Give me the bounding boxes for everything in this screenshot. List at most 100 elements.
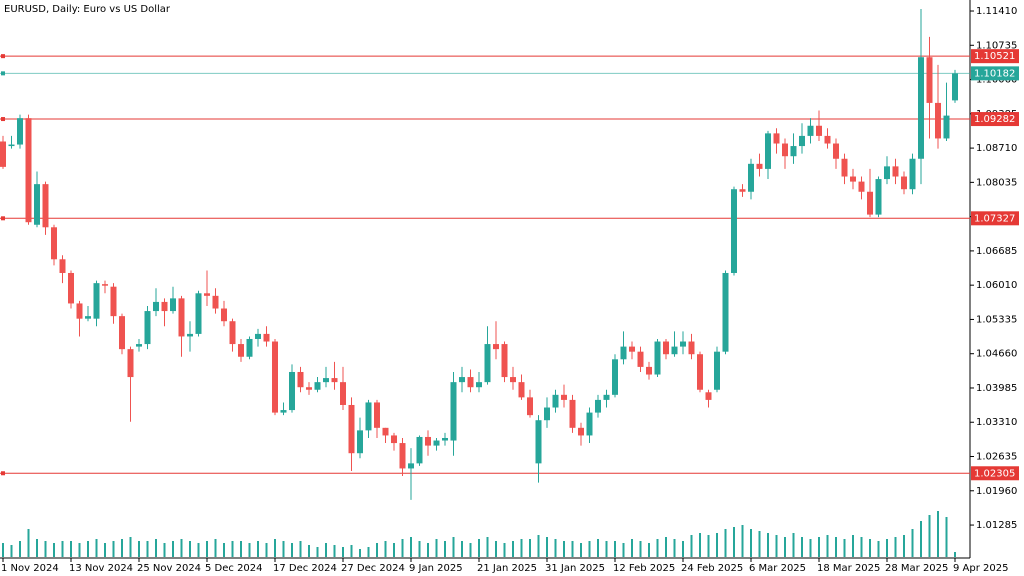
volume-bar [359, 549, 361, 557]
x-tick-label: 27 Dec 2024 [341, 563, 405, 574]
x-tick-label: 12 Feb 2025 [613, 563, 675, 574]
candle-body [212, 295, 219, 309]
y-tick-label: 1.01960 [976, 486, 1017, 497]
candle-body [816, 125, 822, 136]
candle-body [0, 141, 6, 167]
volume-bar [784, 537, 786, 557]
volume-bar [937, 511, 939, 557]
candle-body [467, 377, 474, 388]
x-tick-label: 28 Mar 2025 [885, 563, 948, 574]
volume-bar [563, 541, 565, 557]
x-tick-label: 17 Dec 2024 [273, 563, 337, 574]
candle-body [25, 118, 32, 223]
y-tick-label: 1.02635 [976, 452, 1017, 463]
candle-body [416, 436, 423, 464]
volume-bar [869, 539, 871, 557]
candle-body [306, 387, 312, 390]
candle-body [17, 118, 23, 145]
volume-bar [495, 541, 497, 557]
level-label-box [971, 211, 1019, 226]
volume-bar [741, 525, 744, 557]
volume-bar [282, 541, 285, 557]
volume-bar [299, 541, 302, 557]
x-tick-label: 31 Jan 2025 [545, 563, 605, 574]
candle-body [850, 176, 856, 182]
volume-bar [257, 541, 259, 557]
volume-bar [78, 543, 81, 557]
volume-bar [614, 541, 616, 557]
candle-body [8, 144, 15, 147]
candle-body [671, 346, 678, 355]
volume-bar [291, 543, 293, 557]
candle-body [391, 435, 397, 444]
candle-body [382, 427, 389, 436]
candle-body [654, 341, 661, 375]
y-tick-label: 1.08035 [976, 177, 1017, 188]
candle-body [858, 181, 865, 192]
candle-body [178, 298, 185, 337]
x-tick-label: 21 Jan 2025 [477, 563, 537, 574]
x-tick-label: 18 Mar 2025 [817, 563, 880, 574]
candle-body [399, 443, 406, 469]
volume-bar [350, 545, 353, 557]
y-tick-label: 1.01285 [976, 520, 1017, 531]
candle-body [340, 382, 346, 405]
candle-body [578, 427, 584, 436]
candle-body [161, 301, 168, 312]
volume-bar [197, 543, 200, 557]
volume-bar [316, 547, 319, 557]
volume-bar [376, 543, 378, 557]
volume-bar [520, 539, 523, 557]
candle-body [110, 286, 117, 317]
volume-bar [758, 531, 761, 557]
level-label-box [971, 466, 1019, 481]
candle-body [527, 397, 533, 416]
y-tick-label: 1.03985 [976, 383, 1017, 394]
candle-body [935, 102, 941, 139]
candle-body [510, 377, 516, 383]
volume-bar [452, 537, 455, 557]
candle-body [535, 420, 542, 464]
candle-body [833, 143, 839, 159]
candle-body [569, 399, 576, 428]
volume-bar [461, 541, 463, 557]
volume-bar [843, 539, 846, 557]
volume-bar [554, 539, 557, 557]
volume-bar [44, 541, 47, 557]
volume-bar [767, 533, 769, 557]
candle-body [518, 382, 525, 398]
volume-bar [427, 543, 429, 557]
volume-bar [818, 537, 820, 557]
volume-bar [223, 543, 225, 557]
candle-body [646, 366, 652, 375]
candle-body [425, 436, 431, 446]
volume-bar [87, 541, 89, 557]
volume-bar [571, 541, 574, 557]
candle-body [280, 410, 287, 413]
candle-body [204, 293, 210, 296]
y-tick-label: 1.11410 [976, 6, 1017, 17]
volume-bar [70, 541, 72, 557]
candle-body [688, 341, 695, 355]
level-anchor [1, 54, 5, 59]
y-tick-label: 1.06685 [976, 246, 1017, 257]
candle-body [323, 378, 329, 383]
x-tick-label: 6 Mar 2025 [749, 563, 806, 574]
candle-body [561, 394, 567, 400]
y-tick-label: 1.10735 [976, 40, 1017, 51]
level-label: 1.10182 [974, 68, 1015, 79]
volume-bar [146, 541, 149, 557]
volume-bar [138, 541, 140, 557]
candle-body [221, 308, 227, 322]
candle-body [314, 382, 321, 390]
volume-bar [886, 539, 888, 557]
candle-body [892, 166, 899, 177]
volume-bar [503, 543, 506, 557]
candle-body [59, 259, 66, 273]
candle-body [918, 57, 924, 159]
candle-body [459, 377, 465, 383]
candle-body [875, 179, 882, 215]
level-anchor [1, 71, 5, 76]
volume-bar [95, 539, 98, 557]
